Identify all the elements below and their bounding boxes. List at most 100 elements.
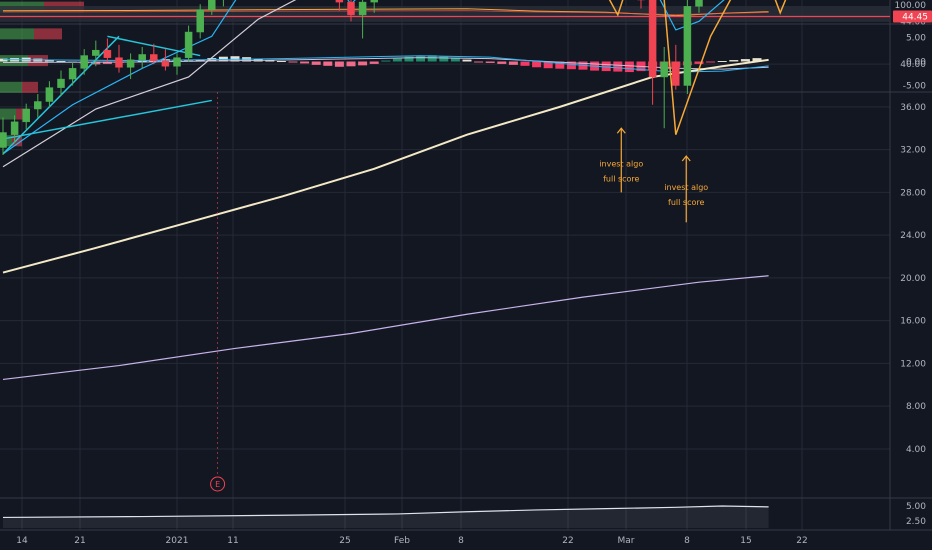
- macd-histogram-bar: [102, 61, 112, 64]
- price-axis-tick: 40.00: [900, 60, 926, 70]
- time-axis-tick: 8: [458, 536, 464, 546]
- price-axis-tick: 8.00: [906, 402, 926, 412]
- macd-histogram-bar: [706, 61, 716, 63]
- macd-axis-tick: 5.00: [906, 34, 926, 44]
- macd-histogram-bar: [44, 60, 54, 62]
- oscillator-pane: [0, 6, 890, 21]
- price-axis-tick: 24.00: [900, 231, 926, 241]
- drawings: E: [210, 0, 787, 492]
- volume-average-area: [3, 506, 769, 528]
- volume-profile-down-bar: [34, 28, 62, 40]
- earnings-event-icon: [210, 476, 226, 492]
- candle-body: [68, 68, 77, 80]
- moving-average-line: [2, 0, 725, 155]
- macd-histogram-bar: [392, 58, 402, 62]
- macd-histogram-bar: [439, 56, 449, 62]
- volume-axis-tick: 2.50: [906, 517, 926, 527]
- horizontal-levels: [0, 15, 890, 18]
- candle-body: [672, 61, 680, 86]
- macd-histogram-bar: [555, 61, 565, 69]
- candle-body: [161, 60, 170, 67]
- volume-profile-up-bar: [0, 81, 22, 93]
- macd-axis-tick: -5.00: [903, 82, 927, 92]
- candle-body: [358, 1, 367, 16]
- time-axis-tick: 2021: [166, 536, 189, 546]
- macd-histogram-bar: [508, 61, 518, 65]
- annotation-label: invest algo: [664, 183, 708, 192]
- ihs-pattern-line: [608, 0, 787, 135]
- volume-axis-tick: 5.00: [906, 502, 926, 512]
- macd-histogram-bar: [694, 61, 704, 64]
- macd-histogram-bar: [601, 61, 611, 72]
- volume-profile-up-bar: [0, 28, 34, 40]
- candle-body: [34, 101, 42, 110]
- candle-body: [150, 54, 158, 62]
- candle-body: [347, 1, 355, 16]
- macd-histogram-bar: [520, 61, 530, 66]
- candle-body: [196, 9, 204, 33]
- candle-body: [92, 49, 100, 56]
- time-axis-tick: 25: [339, 536, 350, 546]
- time-axis-tick: 8: [684, 536, 690, 546]
- volume-profile-down-bar: [16, 108, 28, 120]
- macd-histogram-bar: [358, 61, 368, 66]
- macd-histogram-bar: [740, 59, 750, 62]
- oscillator-signal-line: [2, 10, 769, 16]
- price-axis-tick: 20.00: [900, 274, 926, 284]
- price-tags: GRWGPre51.1144.45: [893, 10, 932, 23]
- macd-histogram-bar: [532, 61, 542, 68]
- candle-body: [126, 59, 135, 68]
- macd-histogram-bar: [543, 61, 553, 69]
- macd-histogram-bar: [485, 61, 495, 63]
- level-price-tag: [893, 10, 932, 23]
- candle-body: [695, 0, 703, 7]
- candle-body: [138, 54, 146, 61]
- macd-histogram-bar: [450, 57, 460, 62]
- candles: [0, 0, 703, 155]
- macd-histogram-bar: [404, 56, 414, 62]
- price-axis-tick: 28.00: [900, 188, 926, 198]
- time-axis[interactable]: 14 21 2021 11 25 Feb 8 22 Mar 8 15 22: [16, 536, 807, 546]
- time-axis-tick: 22: [796, 536, 807, 546]
- candle-body: [10, 121, 19, 135]
- macd-histogram-bar: [369, 61, 379, 64]
- candle-body: [0, 132, 7, 148]
- candle-body: [648, 0, 657, 78]
- annotation-label: invest algo: [599, 160, 643, 169]
- volume-profile-down-bar: [12, 135, 22, 147]
- macd-histogram-bar: [323, 61, 333, 66]
- earnings-event-label: E: [215, 480, 220, 489]
- macd-histogram-bar: [613, 61, 623, 72]
- candle-body: [45, 87, 54, 102]
- macd-histogram-bar: [288, 61, 298, 63]
- level-price-label: 44.45: [902, 13, 928, 23]
- candle-body: [683, 6, 692, 86]
- time-axis-tick: 21: [74, 536, 85, 546]
- macd-histogram-bar: [474, 61, 484, 63]
- macd-histogram-bar: [497, 61, 507, 64]
- macd-histogram-bar: [729, 60, 739, 62]
- price-axis-tick: 36.00: [900, 103, 926, 113]
- price-axis-tick: 4.00: [906, 445, 926, 455]
- annotation-arrow-head: [681, 155, 691, 162]
- time-axis-tick: 22: [562, 536, 573, 546]
- candle-body: [115, 57, 123, 68]
- time-axis-tick: Feb: [394, 536, 410, 546]
- candle-body: [173, 57, 181, 67]
- time-axis-tick: 11: [227, 536, 238, 546]
- volume-profile-down-bar: [22, 81, 38, 93]
- macd-histogram-bar: [276, 61, 286, 63]
- moving-average-line: [2, 0, 297, 168]
- macd-histogram-bar: [334, 61, 344, 67]
- macd-histogram-bar: [311, 61, 321, 65]
- macd-histogram-bar: [346, 61, 356, 67]
- macd-histogram-bar: [195, 59, 205, 62]
- candle-body: [660, 61, 668, 78]
- price-axis-tick: 16.00: [900, 317, 926, 327]
- macd-histogram-bar: [752, 58, 762, 62]
- macd-histogram-bar: [624, 61, 634, 73]
- candle-body: [370, 0, 378, 3]
- time-axis-tick: Mar: [618, 536, 635, 546]
